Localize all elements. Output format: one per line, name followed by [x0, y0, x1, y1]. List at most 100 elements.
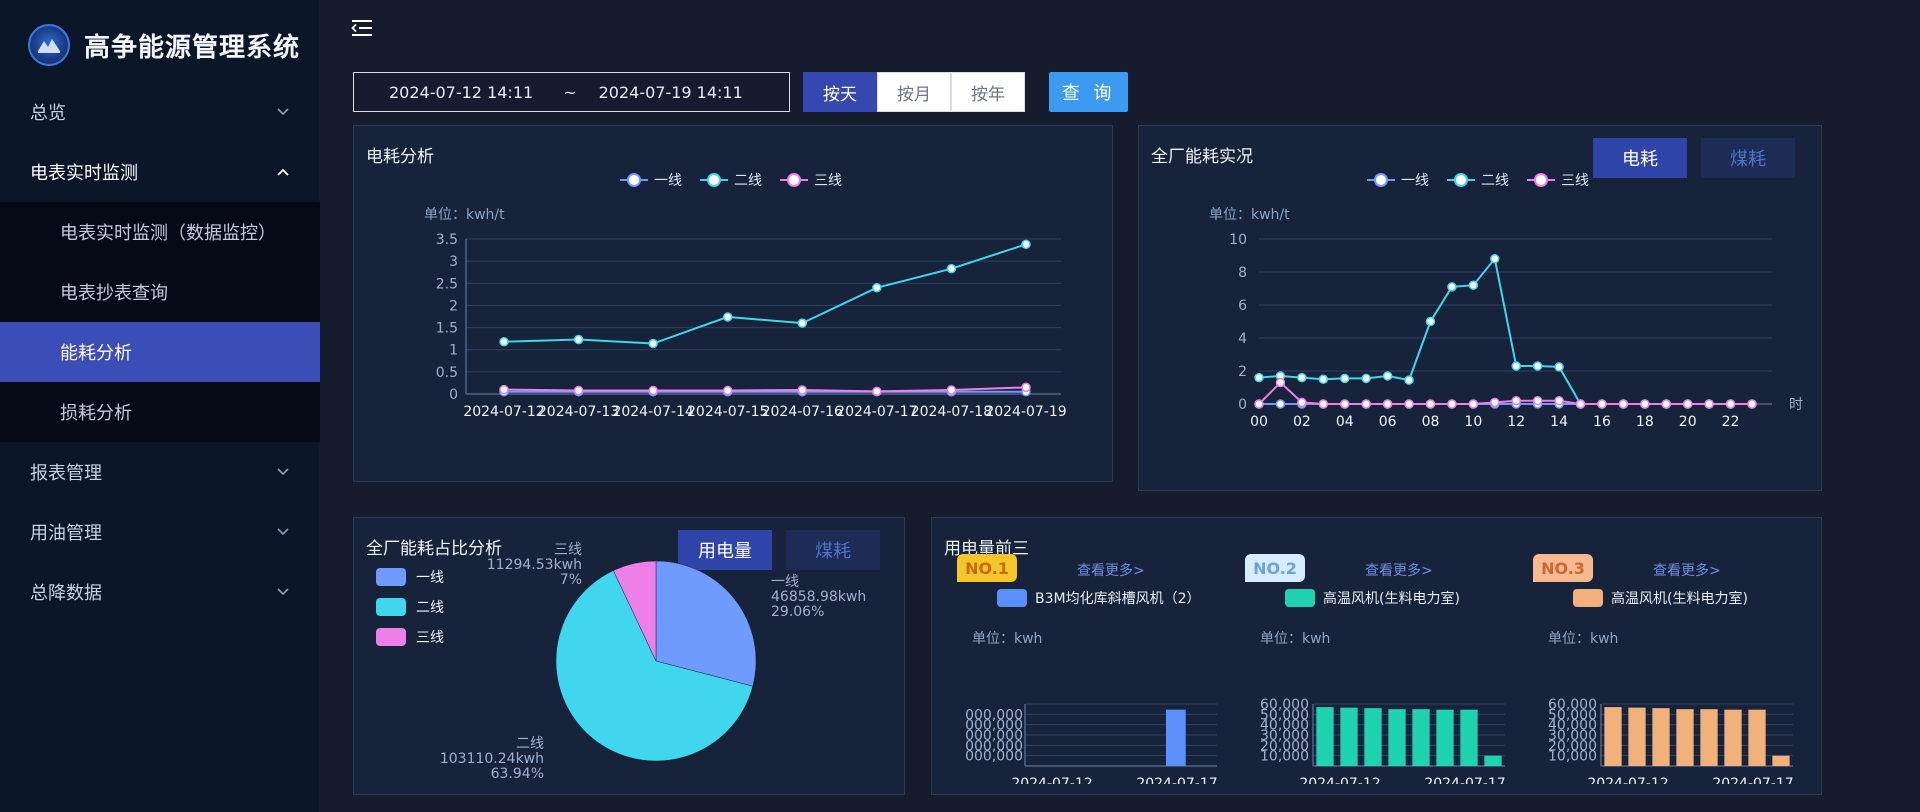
legend-label: 一线 — [416, 570, 444, 586]
bar — [1316, 707, 1334, 766]
data-point — [1704, 399, 1714, 409]
x-tick-label: 04 — [1336, 414, 1354, 430]
y-tick-label: 60,000 — [1548, 697, 1597, 713]
x-tick-label: 16 — [1593, 414, 1611, 430]
submenu-item-realtime-data[interactable]: 电表实时监测（数据监控） — [0, 202, 320, 262]
bar — [1700, 709, 1718, 766]
legend-item-line2[interactable]: 二线 — [700, 170, 762, 190]
legend-item-line1[interactable]: 一线 — [620, 170, 682, 190]
y-tick-label: 0 — [449, 387, 458, 403]
y-tick-label: 1.5 — [436, 321, 458, 337]
menu-item-substation[interactable]: 总降数据 — [0, 562, 320, 622]
y-tick-label: 000,000 — [965, 749, 1023, 765]
data-point — [1575, 399, 1586, 409]
data-point — [573, 334, 584, 345]
series-line-3 — [1258, 381, 1752, 405]
legend-item-line1[interactable]: 一线 — [376, 562, 444, 592]
data-point — [1447, 282, 1457, 292]
rank-badge: NO.1 — [957, 554, 1017, 582]
data-point — [1318, 399, 1329, 409]
consumption-analysis-panel: 电耗分析 一线 二线 三线 单位：kwh/t 0 0.5 1 1.5 2 2.5 3 3.5 2… — [353, 125, 1113, 482]
x-tick-label: 14 — [1550, 414, 1568, 430]
date-start: 2024-07-12 14:11 — [389, 82, 534, 102]
tab-coal[interactable]: 煤耗 — [1701, 138, 1795, 178]
bar — [1652, 708, 1670, 766]
view-more-link[interactable]: 查看更多> — [1653, 563, 1721, 579]
y-tick-label: 60,000 — [1260, 697, 1309, 713]
menu-item-label: 总降数据 — [30, 583, 102, 604]
data-point — [1511, 395, 1521, 406]
top3-card-1: NO.1 查看更多> B3M均化库斜槽风机（2） 单位：kwh 000,000 0… — [947, 554, 1235, 784]
data-point — [1254, 399, 1264, 409]
legend-item-line2[interactable]: 二线 — [376, 592, 444, 622]
x-tick-label: 18 — [1636, 414, 1654, 430]
menu-item-oil[interactable]: 用油管理 — [0, 502, 320, 562]
y-tick-label: 8 — [1238, 265, 1247, 281]
legend-item-line3[interactable]: 三线 — [376, 622, 444, 652]
chevron-down-icon — [274, 103, 292, 121]
data-point — [1339, 399, 1350, 409]
legend-item-line1[interactable]: 一线 — [1367, 170, 1429, 190]
submenu-item-loss-analysis[interactable]: 损耗分析 — [0, 382, 320, 442]
by-month-button[interactable]: 按月 — [877, 72, 951, 112]
legend-swatch — [1573, 589, 1603, 607]
data-point — [1275, 377, 1286, 388]
chevron-up-icon — [274, 163, 292, 181]
data-point — [1725, 399, 1736, 409]
rank-badge: NO.2 — [1245, 554, 1305, 582]
series-line-2 — [503, 243, 1027, 345]
slice-name-label: 一线 — [771, 574, 799, 590]
collapse-menu-icon[interactable] — [348, 14, 376, 42]
x-tick-label: 2024-07-12 — [463, 404, 544, 420]
submenu-item-meter-reading[interactable]: 电表抄表查询 — [0, 262, 320, 322]
data-point — [1425, 316, 1436, 327]
legend-item-line3[interactable]: 三线 — [1527, 170, 1589, 190]
menu-item-overview[interactable]: 总览 — [0, 82, 320, 142]
data-point — [1597, 399, 1607, 409]
x-tick-label: 2024-07-12 — [1299, 776, 1380, 784]
tab-coal[interactable]: 煤耗 — [786, 530, 880, 570]
tab-electricity[interactable]: 电耗 — [1593, 138, 1687, 178]
data-point — [1382, 371, 1393, 381]
legend-marker — [1367, 173, 1395, 187]
tab-electricity-usage[interactable]: 用电量 — [678, 530, 772, 570]
query-button[interactable]: 查 询 — [1049, 72, 1128, 112]
device-name: 高温风机(生料电力室) — [1323, 591, 1460, 607]
legend-item-line2[interactable]: 二线 — [1447, 170, 1509, 190]
by-year-button[interactable]: 按年 — [951, 72, 1025, 112]
unit-label: 单位：kwh — [1260, 631, 1331, 647]
date-range-picker[interactable]: 2024-07-12 14:11 ~ 2024-07-19 14:11 — [353, 72, 790, 112]
legend-marker — [620, 173, 648, 187]
legend-label: 二线 — [416, 600, 444, 616]
device-name: 高温风机(生料电力室) — [1611, 591, 1748, 607]
view-more-link[interactable]: 查看更多> — [1077, 563, 1145, 579]
data-point — [1382, 399, 1393, 409]
logo-icon — [28, 24, 70, 66]
view-more-link[interactable]: 查看更多> — [1365, 563, 1433, 579]
x-tick-label: 2024-07-17 — [1424, 776, 1505, 784]
unit-label: 单位：kwh/t — [424, 207, 505, 223]
data-point — [1404, 399, 1414, 409]
consumption-line-chart: 00.511.522.533.52024-07-122024-07-132024… — [436, 232, 1067, 420]
data-point — [1297, 397, 1307, 408]
y-tick-label: 4 — [1238, 331, 1247, 347]
menu-item-meter-monitor[interactable]: 电表实时监测 — [0, 142, 320, 202]
legend-item-line3[interactable]: 三线 — [780, 170, 842, 190]
data-point — [1511, 361, 1521, 371]
y-tick-label: 3.5 — [436, 232, 458, 248]
y-tick-label: 10 — [1229, 232, 1247, 248]
data-point — [1468, 280, 1479, 290]
data-point — [648, 338, 658, 349]
menu-item-label: 总览 — [30, 103, 66, 124]
by-day-button[interactable]: 按天 — [803, 72, 877, 112]
y-tick-label: 40,000 — [1260, 718, 1309, 734]
y-tick-label: 10,000 — [1260, 749, 1309, 765]
data-point — [1468, 399, 1479, 409]
data-point — [872, 282, 882, 293]
data-point — [872, 386, 882, 397]
submenu-item-energy-analysis[interactable]: 能耗分析 — [0, 322, 320, 382]
menu-item-reports[interactable]: 报表管理 — [0, 442, 320, 502]
x-tick-label: 10 — [1464, 414, 1482, 430]
